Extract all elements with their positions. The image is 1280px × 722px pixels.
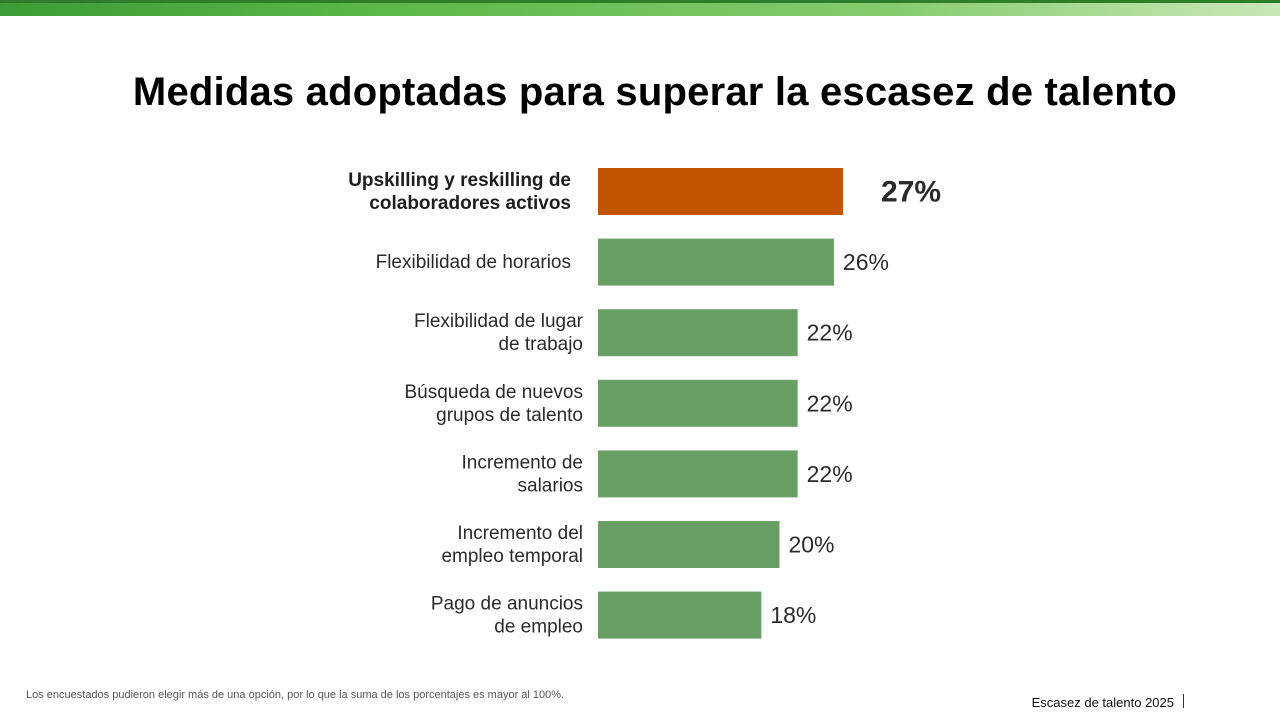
bar-2 [598, 238, 834, 286]
value-label-2: 26% [843, 249, 889, 275]
value-label-5: 22% [807, 461, 853, 487]
category-label-4: Búsqueda de nuevos grupos de talento [404, 382, 583, 426]
page-title: Medidas adoptadas para superar la escase… [132, 70, 1178, 114]
footnote: Los encuestados pudieron elegir más de u… [26, 689, 565, 701]
category-label-7: Pago de anuncios de empleo [431, 594, 583, 638]
bar-4 [598, 379, 798, 427]
category-label-1: Upskilling y reskilling de colaboradores … [348, 170, 571, 214]
value-label-6: 20% [788, 532, 834, 558]
category-label-6: Incremento del empleo temporal [441, 523, 583, 567]
bar-1 [598, 168, 843, 215]
value-label-7: 18% [770, 602, 816, 628]
top-accent-bar [0, 0, 1280, 16]
footer-separator [1183, 694, 1184, 708]
footer-brand: Escasez de talento 2025 [1031, 695, 1174, 710]
bar-7 [598, 591, 762, 639]
category-label-5: Incremento de salarios [462, 452, 583, 496]
category-label-3: Flexibilidad de lugar de trabajo [414, 311, 584, 355]
value-label-1: 27% [881, 176, 941, 209]
bar-3 [598, 309, 798, 357]
value-label-4: 22% [807, 390, 853, 416]
value-label-3: 22% [807, 320, 853, 346]
top-accent-line [0, 0, 1280, 3]
category-label-2: Flexibilidad de horarios [376, 252, 571, 273]
bar-6 [598, 521, 780, 568]
bar-5 [598, 450, 798, 498]
